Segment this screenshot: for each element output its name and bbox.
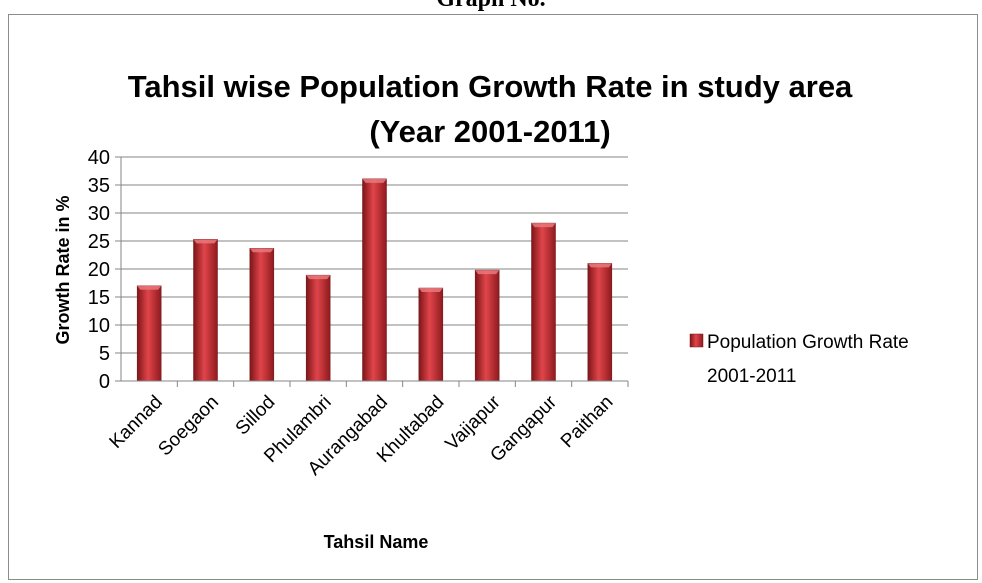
bar-top-bevel — [249, 248, 274, 253]
graph-heading: Graph No. — [0, 0, 982, 13]
bar-body — [136, 285, 162, 382]
bar-top-bevel — [531, 223, 556, 228]
y-tick-label: 35 — [88, 175, 110, 197]
y-tick-label: 40 — [88, 147, 110, 169]
bar-paithan — [587, 263, 613, 382]
y-tick-label: 15 — [88, 287, 110, 309]
legend: Population Growth Rate 2001-2011 — [689, 332, 909, 387]
bar-body — [418, 287, 444, 382]
y-tick-label: 25 — [88, 231, 110, 253]
y-tick-label: 0 — [99, 371, 110, 393]
bar-khultabad — [418, 287, 444, 382]
bar-body — [193, 239, 218, 382]
bar-sillod — [249, 248, 275, 382]
bar-top-bevel — [475, 270, 500, 275]
bar-kannad — [136, 285, 162, 382]
bar-gangapur — [531, 222, 556, 382]
bar-body — [587, 263, 613, 382]
bar-top-bevel — [193, 239, 218, 244]
bar-body — [362, 178, 387, 382]
bar-top-bevel — [362, 178, 387, 183]
bar-body — [531, 222, 556, 382]
legend-label-line-1: Population Growth Rate — [707, 332, 909, 353]
y-axis-title: Growth Rate in % — [53, 195, 73, 344]
x-tick-label: Soegaon — [154, 392, 223, 461]
y-tick-label: 5 — [99, 343, 110, 365]
bar-top-bevel — [587, 263, 612, 268]
bar-body — [249, 248, 275, 382]
bar-soegaon — [193, 239, 218, 382]
bar-vaijapur — [474, 269, 500, 382]
x-tick-label: Paithan — [557, 392, 617, 452]
legend-label-line-2: 2001-2011 — [707, 366, 796, 387]
bar-aurangabad — [362, 178, 387, 382]
y-tick-label: 20 — [88, 259, 110, 281]
chart-title-line-2: (Year 2001-2011) — [369, 114, 610, 149]
bar-phulambri — [305, 274, 331, 382]
legend-swatch — [689, 333, 704, 348]
x-axis-title: Tahsil Name — [324, 532, 429, 552]
bars — [136, 178, 613, 382]
bar-top-bevel — [418, 288, 443, 293]
bar-body — [305, 274, 331, 382]
bar-top-bevel — [306, 275, 331, 280]
y-tick-labels: 0 5 10 15 20 25 30 35 40 — [88, 147, 110, 393]
x-tick-label: Sillod — [232, 392, 280, 440]
bar-body — [474, 269, 500, 382]
y-tick-label: 10 — [88, 315, 110, 337]
chart-title-line-1: Tahsil wise Population Growth Rate in st… — [128, 69, 853, 104]
bar-top-bevel — [137, 285, 162, 290]
y-tick-label: 30 — [88, 203, 110, 225]
